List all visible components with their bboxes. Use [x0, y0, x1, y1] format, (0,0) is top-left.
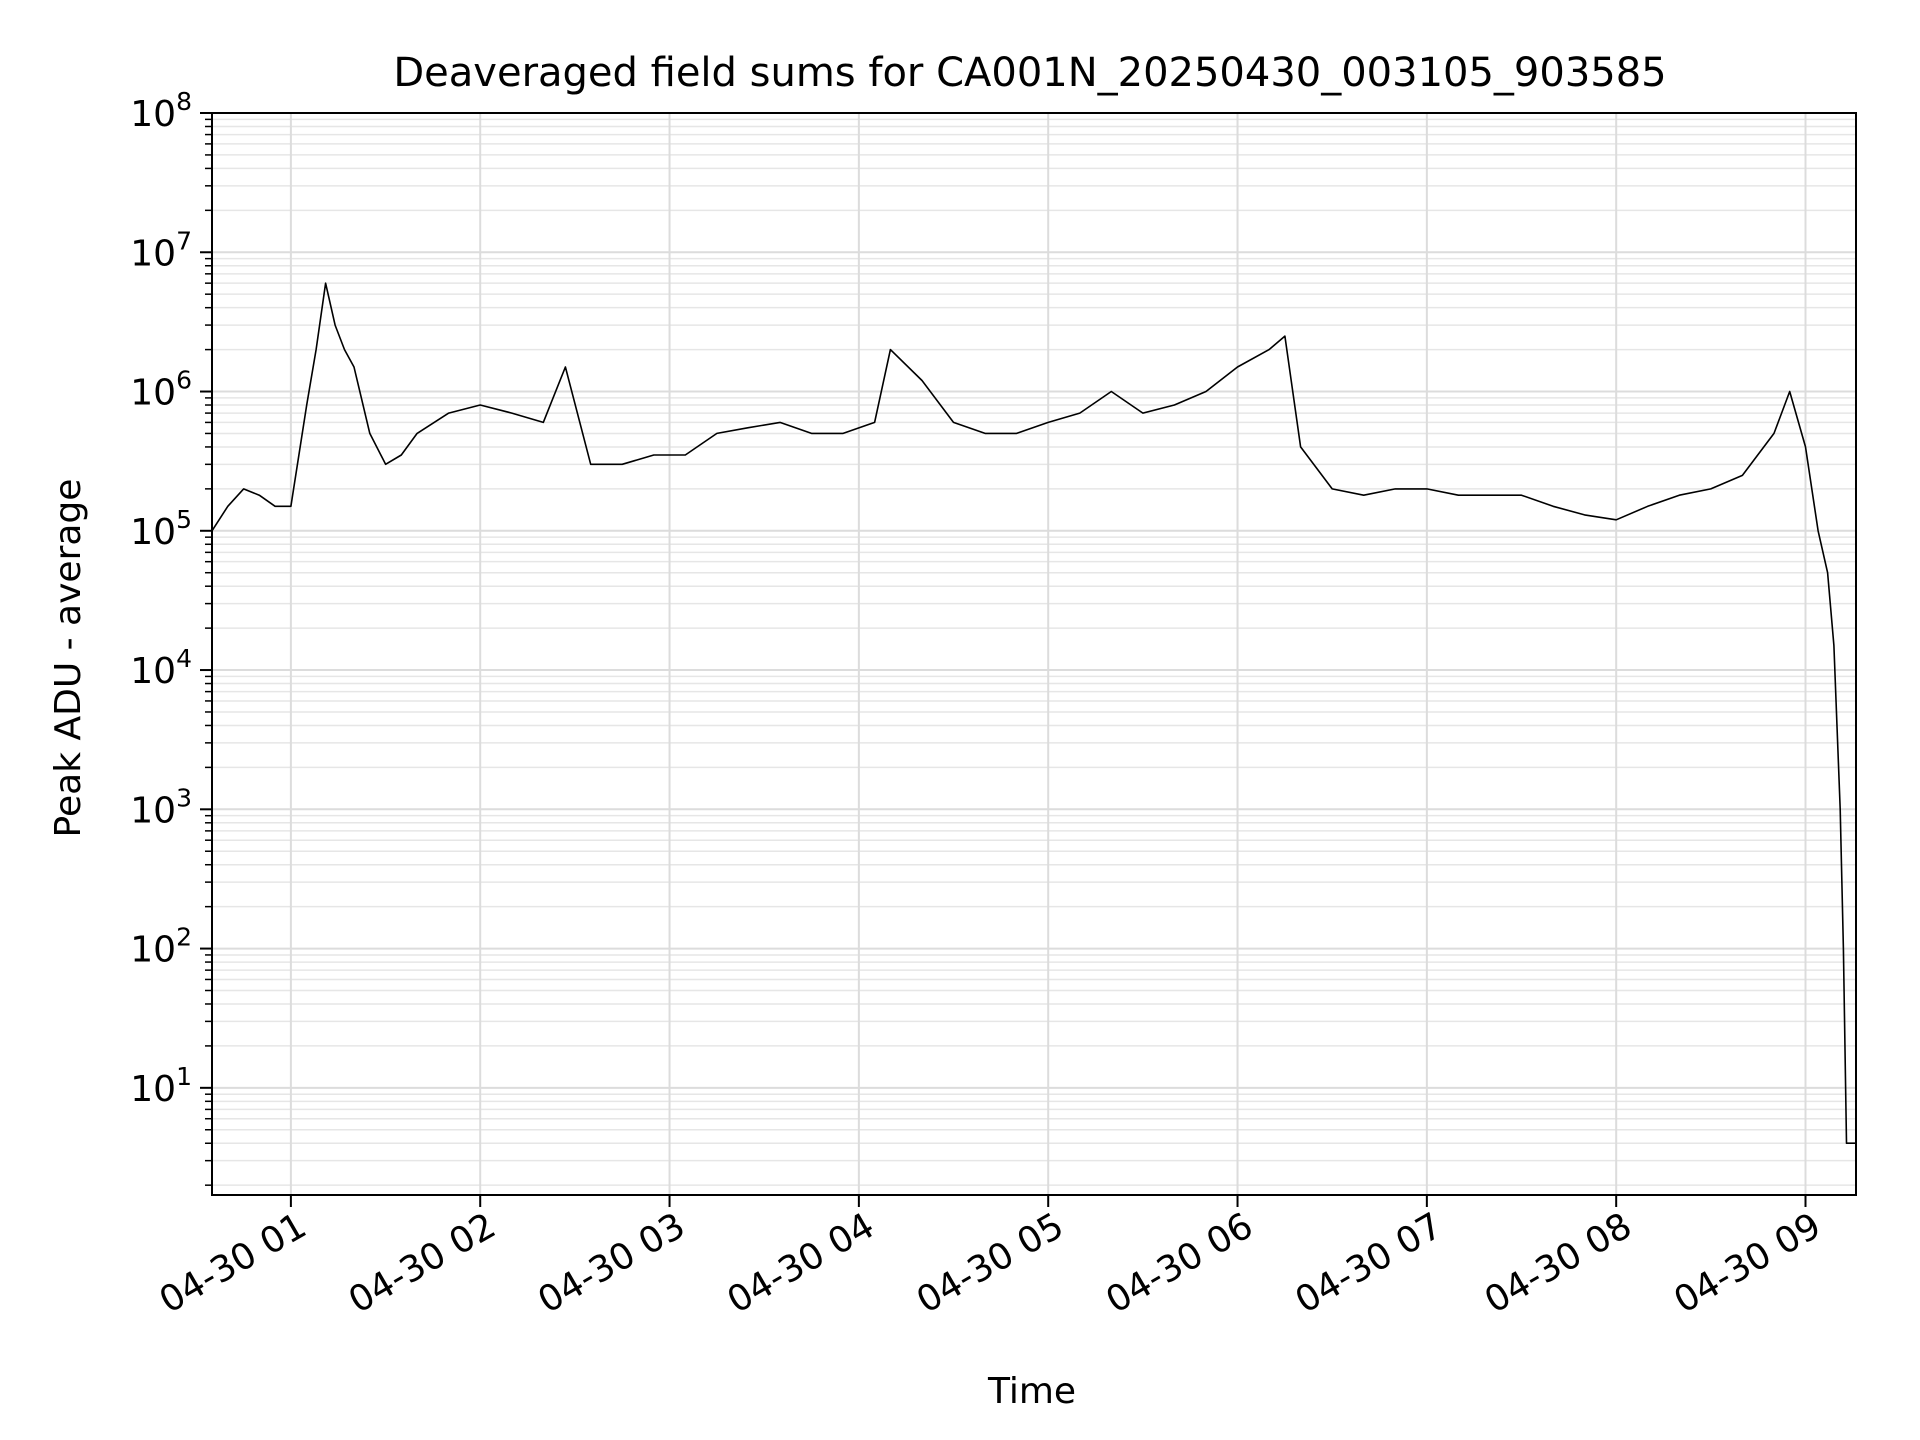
y-tick-label: 108 [130, 87, 192, 135]
chart-title: Deaveraged field sums for CA001N_2025043… [393, 50, 1666, 96]
series-layer [211, 282, 1856, 1144]
y-tick-label: 106 [130, 366, 192, 414]
y-tick-label: 102 [130, 923, 192, 971]
series-line [211, 282, 1856, 1144]
y-axis-title: Peak ADU - average [48, 479, 89, 838]
plot-area-frame [211, 112, 1857, 1196]
y-tick-label: 101 [130, 1062, 192, 1110]
y-tick-label: 105 [130, 505, 192, 553]
y-tick-label: 103 [130, 783, 192, 831]
y-tick-label: 104 [130, 644, 192, 692]
x-axis-title: Time [987, 1371, 1076, 1412]
tick-layer [200, 112, 1807, 1207]
y-tick-label: 107 [130, 226, 192, 274]
